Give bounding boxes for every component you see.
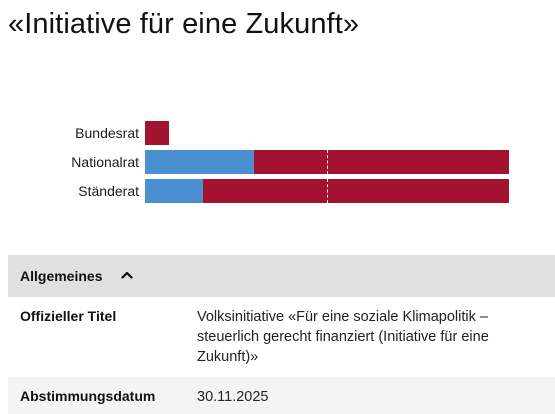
- bar-track-staenderat: [145, 179, 509, 203]
- official-title-label: Offizieller Titel: [20, 308, 117, 324]
- parliament-results-chart: Bundesrat Nationalrat Ständerat: [0, 118, 555, 208]
- vote-date-value: 30.11.2025: [197, 389, 269, 405]
- page-title: «Initiative für eine Zukunft»: [8, 8, 360, 40]
- accordion-title: Allgemeines: [20, 268, 103, 284]
- majority-line-nationalrat: [327, 150, 328, 174]
- accordion-allgemeines[interactable]: Allgemeines: [8, 255, 555, 297]
- bar-row-staenderat: Ständerat: [0, 179, 555, 203]
- bar-segment-ja-staenderat: [145, 179, 204, 203]
- bar-label-staenderat: Ständerat: [78, 183, 139, 199]
- bar-row-bundesrat: Bundesrat: [0, 121, 555, 145]
- chevron-up-icon[interactable]: [120, 268, 134, 282]
- bar-segment-ja-nationalrat: [145, 150, 255, 174]
- bar-row-nationalrat: Nationalrat: [0, 150, 555, 174]
- official-title-value: Volksinitiative «Für eine soziale Klimap…: [197, 309, 489, 365]
- bar-segment-nein-bundesrat: [145, 121, 170, 145]
- bar-label-bundesrat: Bundesrat: [75, 125, 139, 141]
- bar-track-nationalrat: [145, 150, 509, 174]
- bar-segment-nein-staenderat: [203, 179, 509, 203]
- bar-segment-nein-nationalrat: [254, 150, 509, 174]
- detail-row-vote-date: Abstimmungsdatum 30.11.2025: [8, 377, 555, 414]
- detail-row-official-title: Offizieller Titel Volksinitiative «Für e…: [8, 297, 555, 377]
- bar-label-nationalrat: Nationalrat: [71, 154, 139, 170]
- bar-track-bundesrat: [145, 121, 509, 145]
- vote-date-label: Abstimmungsdatum: [20, 388, 156, 404]
- majority-line-staenderat: [327, 179, 328, 203]
